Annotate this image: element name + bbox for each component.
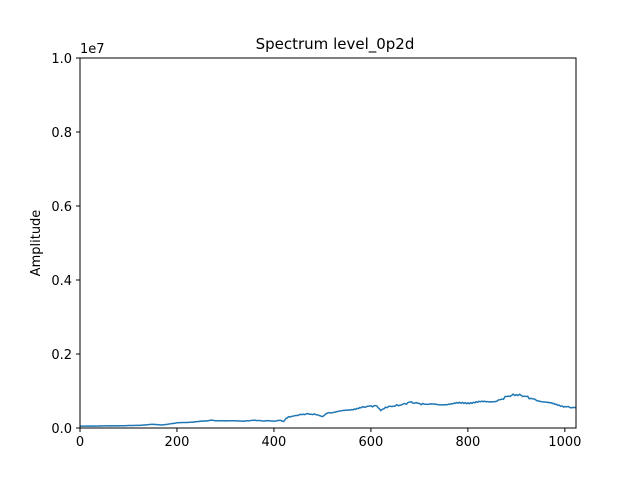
y-axis-label: Amplitude	[29, 210, 44, 277]
x-tick-label: 600	[358, 435, 383, 450]
x-tick-label: 0	[76, 435, 84, 450]
spectrum-series-line	[79, 393, 577, 427]
y-tick-label: 0.8	[51, 126, 72, 141]
y-tick-label: 1.0	[51, 52, 72, 67]
y-tick-label: 0.4	[51, 274, 72, 289]
axis-ticks: 0 200 400 600 800 1000 0.0 0.2 0.4 0.6 0.8 1.0	[51, 52, 581, 450]
y-axis-scale-label: 1e7	[80, 42, 105, 57]
x-tick-label: 400	[262, 435, 287, 450]
series-layer	[79, 393, 577, 427]
x-tick-label: 800	[455, 435, 480, 450]
chart-title: Spectrum level_0p2d	[256, 35, 415, 54]
y-tick-label: 0.6	[51, 200, 72, 215]
x-tick-label: 200	[165, 435, 190, 450]
x-tick-label: 1000	[548, 435, 581, 450]
plot-area-frame	[79, 57, 577, 429]
y-tick-label: 0.0	[51, 422, 72, 437]
y-tick-label: 0.2	[51, 348, 72, 363]
